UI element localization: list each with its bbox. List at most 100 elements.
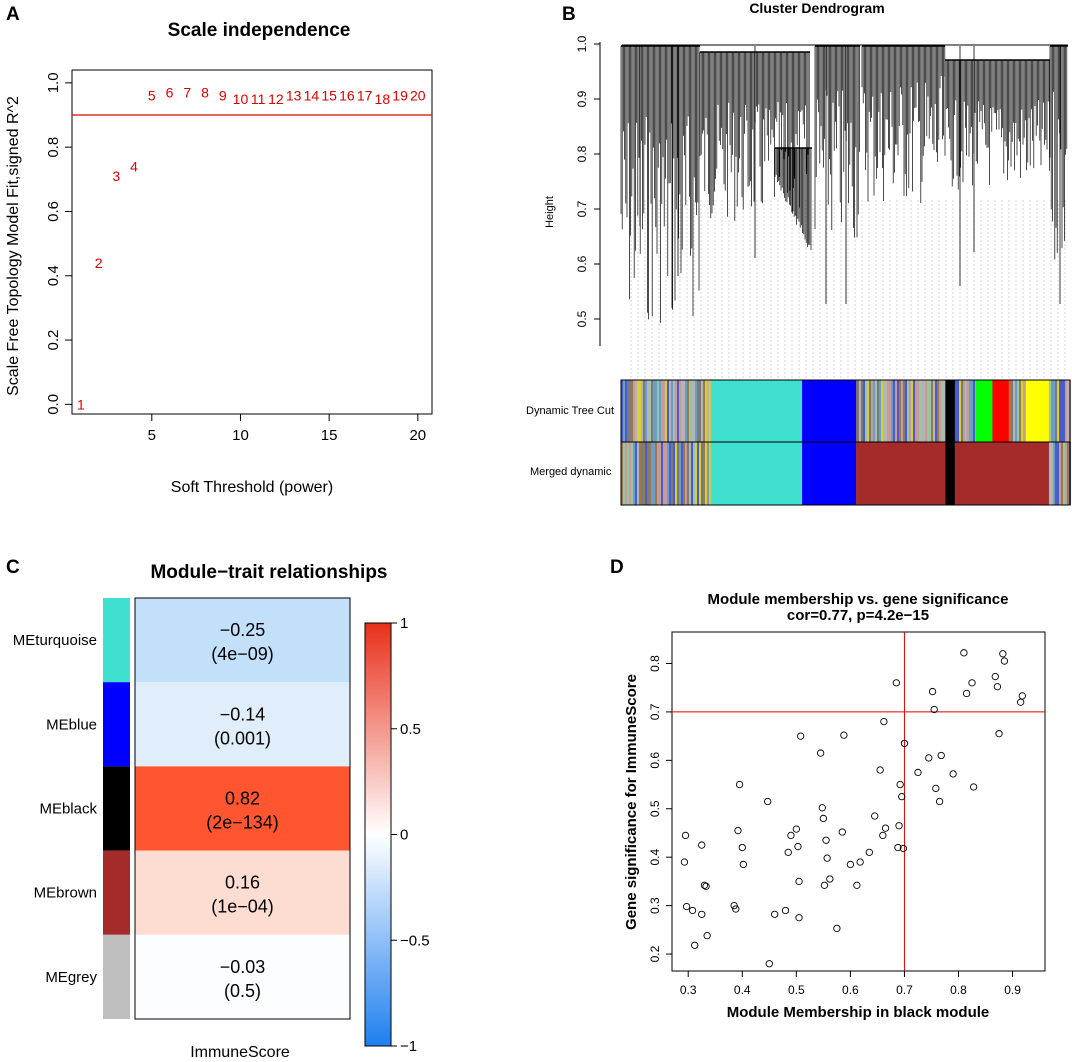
- color-row-stripe: [635, 380, 637, 442]
- color-row-stripe: [867, 380, 869, 442]
- color-row-stripe: [669, 442, 671, 505]
- gene-point: [700, 881, 709, 889]
- color-row-stripe: [1055, 442, 1057, 505]
- gene-point: [732, 905, 740, 913]
- color-row-stripe: [631, 380, 633, 442]
- chart-a-title: Scale independence: [168, 20, 351, 41]
- module-label: MEbrown: [34, 885, 97, 902]
- gene-point: [881, 824, 890, 832]
- y-tick-label: 0.0: [45, 394, 62, 415]
- color-row-stripe: [623, 442, 625, 505]
- color-row-stripe: [937, 380, 939, 442]
- module-segment: [945, 380, 955, 442]
- y-tick-label: 0.6: [45, 201, 62, 222]
- color-row-stripe: [705, 442, 707, 505]
- x-tick-label: 0.7: [896, 983, 913, 997]
- color-row-stripe: [961, 380, 963, 442]
- color-row-stripe: [635, 442, 637, 505]
- gene-point: [795, 914, 803, 922]
- gene-point: [702, 882, 710, 890]
- color-row-stripe: [699, 380, 701, 442]
- color-row-stripe: [673, 442, 675, 505]
- cell-pvalue: (1e−04): [211, 897, 274, 917]
- y-tick-label: 0.4: [648, 849, 662, 866]
- color-row-stripe: [671, 442, 673, 505]
- gene-point: [698, 910, 706, 918]
- color-row-stripe: [933, 380, 935, 442]
- color-row-stripe: [1061, 380, 1063, 442]
- color-row-stripe: [657, 380, 659, 442]
- chart-d-xlabel: Module Membership in black module: [727, 1004, 990, 1021]
- color-row-stripe: [641, 442, 643, 505]
- color-row-stripe: [895, 380, 897, 442]
- color-row-stripe: [691, 380, 693, 442]
- heatmap-cell: [135, 598, 350, 683]
- color-row-stripe: [669, 380, 671, 442]
- color-row-stripe: [653, 442, 655, 505]
- power-point-label: 15: [321, 88, 337, 104]
- power-point-label: 11: [251, 91, 266, 107]
- color-row-stripe: [675, 380, 677, 442]
- color-row-stripe: [643, 442, 645, 505]
- color-row-stripe: [693, 442, 695, 505]
- color-row-stripe: [939, 380, 941, 442]
- color-row-stripe: [857, 380, 859, 442]
- color-row-stripe: [1059, 442, 1061, 505]
- color-row-stripe: [703, 442, 705, 505]
- color-row-stripe: [625, 380, 627, 442]
- gene-point: [823, 854, 831, 862]
- y-tick-label: 0.8: [575, 145, 589, 162]
- gene-point: [730, 901, 738, 910]
- color-row-stripe: [629, 380, 631, 442]
- chart-a-xlabel: Soft Threshold (power): [171, 479, 333, 496]
- color-row-stripe: [703, 380, 705, 442]
- color-row-stripe: [869, 380, 871, 442]
- color-row-stripe: [697, 442, 699, 505]
- color-row-stripe: [655, 442, 657, 505]
- y-tick-label: 0.8: [45, 137, 62, 158]
- power-point-label: 7: [183, 85, 191, 101]
- cell-pvalue: (0.001): [214, 728, 271, 748]
- color-row-stripe: [899, 380, 901, 442]
- color-row-stripe: [659, 442, 661, 505]
- gene-point: [1018, 692, 1026, 700]
- gene-point: [703, 931, 711, 940]
- power-point-label: 19: [392, 88, 408, 104]
- power-point-label: 9: [219, 88, 227, 104]
- color-row-stripe: [1057, 442, 1059, 505]
- module-label: MEblack: [39, 801, 97, 818]
- color-row-stripe: [941, 380, 943, 442]
- color-row-stripe: [661, 442, 663, 505]
- gene-point: [846, 860, 855, 869]
- module-segment: [1025, 380, 1049, 442]
- gene-point: [856, 858, 864, 866]
- colorbar-tick-label: −0.5: [400, 932, 430, 949]
- gene-point: [930, 705, 938, 714]
- gene-point: [865, 848, 873, 856]
- power-point-label: 14: [304, 88, 320, 104]
- gene-point: [781, 906, 790, 915]
- color-row-stripe: [709, 442, 711, 505]
- color-row-stripe: [685, 442, 687, 505]
- color-row-stripe: [697, 380, 699, 442]
- color-row-label-dynamic: Dynamic Tree Cut: [526, 405, 614, 417]
- color-row-stripe: [1051, 380, 1053, 442]
- gene-point: [894, 843, 902, 852]
- color-row-stripe: [1067, 442, 1069, 505]
- color-row-stripe: [629, 442, 631, 505]
- y-tick-label: 0.7: [575, 200, 589, 217]
- y-tick-label: 1.0: [575, 35, 589, 52]
- dendrogram-leaves: [630, 200, 1066, 378]
- color-row-stripe: [1055, 380, 1057, 442]
- chart-d-plot-area: [671, 631, 1046, 972]
- gene-point: [738, 843, 746, 852]
- power-point-label: 13: [286, 88, 302, 104]
- gene-point: [765, 960, 773, 968]
- gene-point: [1017, 698, 1025, 706]
- color-row-stripe: [935, 380, 937, 442]
- gene-point: [817, 749, 825, 757]
- colorbar-tick-label: 0.5: [400, 721, 421, 738]
- gene-point: [993, 683, 1002, 691]
- color-row-stripe: [897, 380, 899, 442]
